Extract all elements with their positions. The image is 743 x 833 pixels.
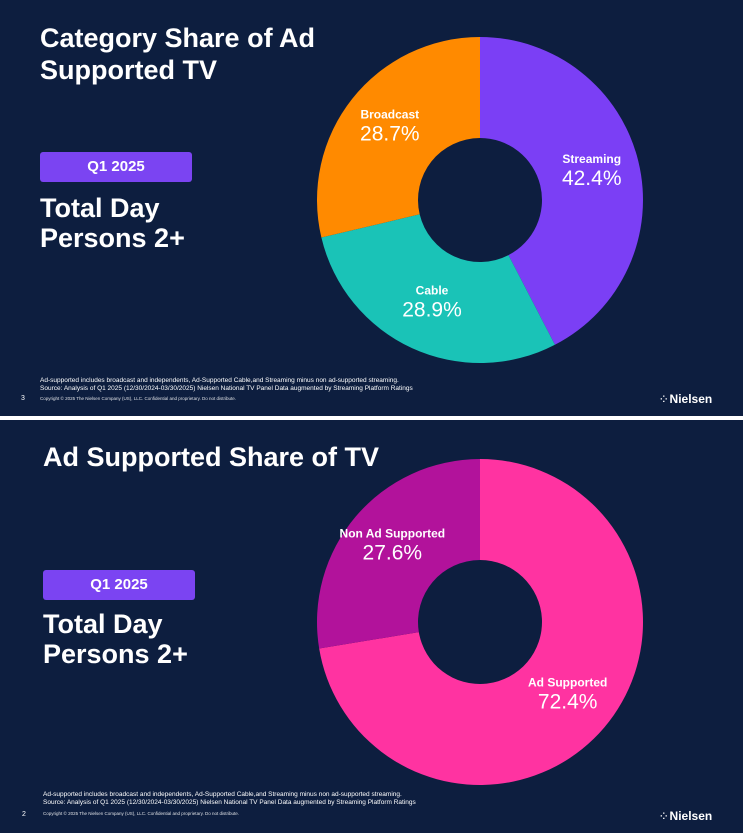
nielsen-logo: ⁘ Nielsen — [660, 809, 712, 823]
heading-line-1: Total Day — [43, 609, 163, 639]
slice-label-ad-supported: Ad Supported — [528, 675, 607, 689]
audience-heading: Total Day Persons 2+ — [40, 193, 185, 253]
slice-cable — [321, 214, 555, 363]
slice-value-cable: 28.9% — [402, 299, 462, 322]
heading-line-1: Total Day — [40, 193, 160, 223]
slice-value-streaming: 42.4% — [562, 167, 622, 190]
heading-line-2: Persons 2+ — [40, 223, 185, 253]
footnote-line-1: Ad-supported includes broadcast and inde… — [40, 377, 399, 384]
footnote-line-1: Ad-supported includes broadcast and inde… — [43, 791, 402, 798]
slice-label-broadcast: Broadcast — [360, 108, 419, 122]
brand-name: Nielsen — [669, 392, 713, 406]
slice-value-non-ad-supported: 27.6% — [363, 542, 423, 565]
page-number: 2 — [22, 811, 26, 818]
slide-title: Ad Supported Share of TV — [43, 442, 380, 472]
nielsen-logo-icon: ⁘ — [660, 394, 667, 404]
slice-value-ad-supported: 72.4% — [538, 690, 598, 713]
footnote: Ad-supported includes broadcast and inde… — [43, 791, 603, 807]
period-badge: Q1 2025 — [40, 152, 192, 182]
nielsen-logo: ⁘ Nielsen — [660, 392, 712, 406]
heading-line-2: Persons 2+ — [43, 639, 188, 669]
nielsen-logo-icon: ⁘ — [660, 811, 667, 821]
slice-label-streaming: Streaming — [562, 152, 621, 166]
slice-broadcast — [317, 37, 480, 238]
slide-title: Category Share of Ad Supported TV — [40, 23, 316, 85]
copyright-text: Copyright © 2025 The Nielsen Company (US… — [40, 396, 236, 401]
footnote: Ad-supported includes broadcast and inde… — [40, 377, 600, 393]
slide-category-share: Category Share of Ad Supported TV Q1 202… — [0, 0, 743, 416]
audience-heading: Total Day Persons 2+ — [43, 609, 188, 669]
brand-name: Nielsen — [669, 809, 713, 823]
footnote-line-2: Source: Analysis of Q1 2025 (12/30/2024-… — [43, 799, 416, 806]
slide-ad-supported-share: Ad Supported Share of TV Q1 2025 Total D… — [0, 420, 743, 833]
copyright-text: Copyright © 2025 The Nielsen Company (US… — [43, 811, 239, 816]
footnote-line-2: Source: Analysis of Q1 2025 (12/30/2024-… — [40, 385, 413, 392]
page-number: 3 — [21, 395, 25, 402]
slice-ad-supported — [319, 459, 643, 785]
slice-non-ad-supported — [317, 459, 480, 649]
period-badge: Q1 2025 — [43, 570, 195, 600]
slice-label-cable: Cable — [416, 284, 449, 298]
slice-label-non-ad-supported: Non Ad Supported — [340, 527, 446, 541]
slice-value-broadcast: 28.7% — [360, 123, 420, 146]
slice-streaming — [480, 37, 643, 345]
